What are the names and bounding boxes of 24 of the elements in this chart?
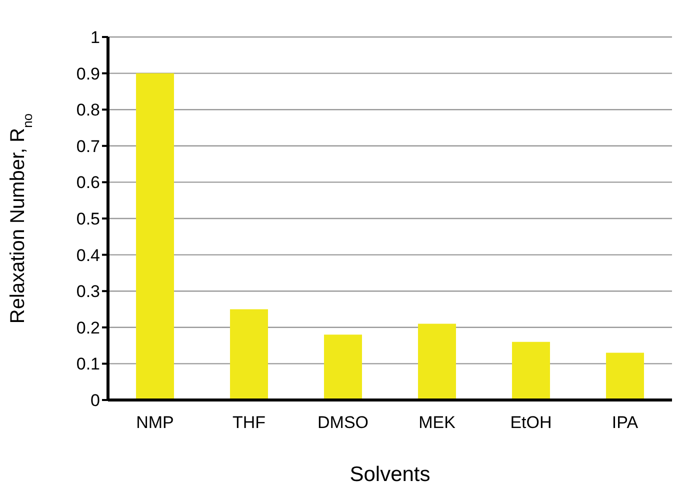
- x-tick-label: EtOH: [510, 413, 552, 432]
- x-axis-title: Solvents: [350, 462, 430, 486]
- bar: [136, 73, 174, 400]
- bar: [512, 342, 550, 400]
- x-tick-label: DMSO: [318, 413, 368, 432]
- y-tick-label: 0.5: [76, 210, 100, 229]
- x-tick-label: MEK: [418, 413, 456, 432]
- y-tick-label: 0.9: [76, 64, 100, 84]
- bar: [230, 309, 268, 400]
- x-tick-label: THF: [232, 413, 266, 432]
- bar: [418, 324, 456, 400]
- bar: [324, 334, 362, 400]
- y-tick-label: 0.2: [76, 318, 100, 338]
- y-tick-label: 0.1: [76, 354, 100, 374]
- y-tick-label: 0.6: [76, 173, 100, 192]
- x-tick-label: NMP: [136, 413, 174, 432]
- bar: [606, 352, 644, 400]
- y-tick-label: 0.4: [76, 246, 100, 265]
- y-tick-label: 1: [90, 28, 100, 48]
- y-tick-label: 0.8: [76, 100, 100, 120]
- y-tick-label: 0.3: [76, 282, 100, 302]
- y-tick-label: 0.7: [76, 136, 100, 156]
- x-tick-label: IPA: [612, 413, 639, 432]
- y-tick-label: 0: [90, 391, 100, 410]
